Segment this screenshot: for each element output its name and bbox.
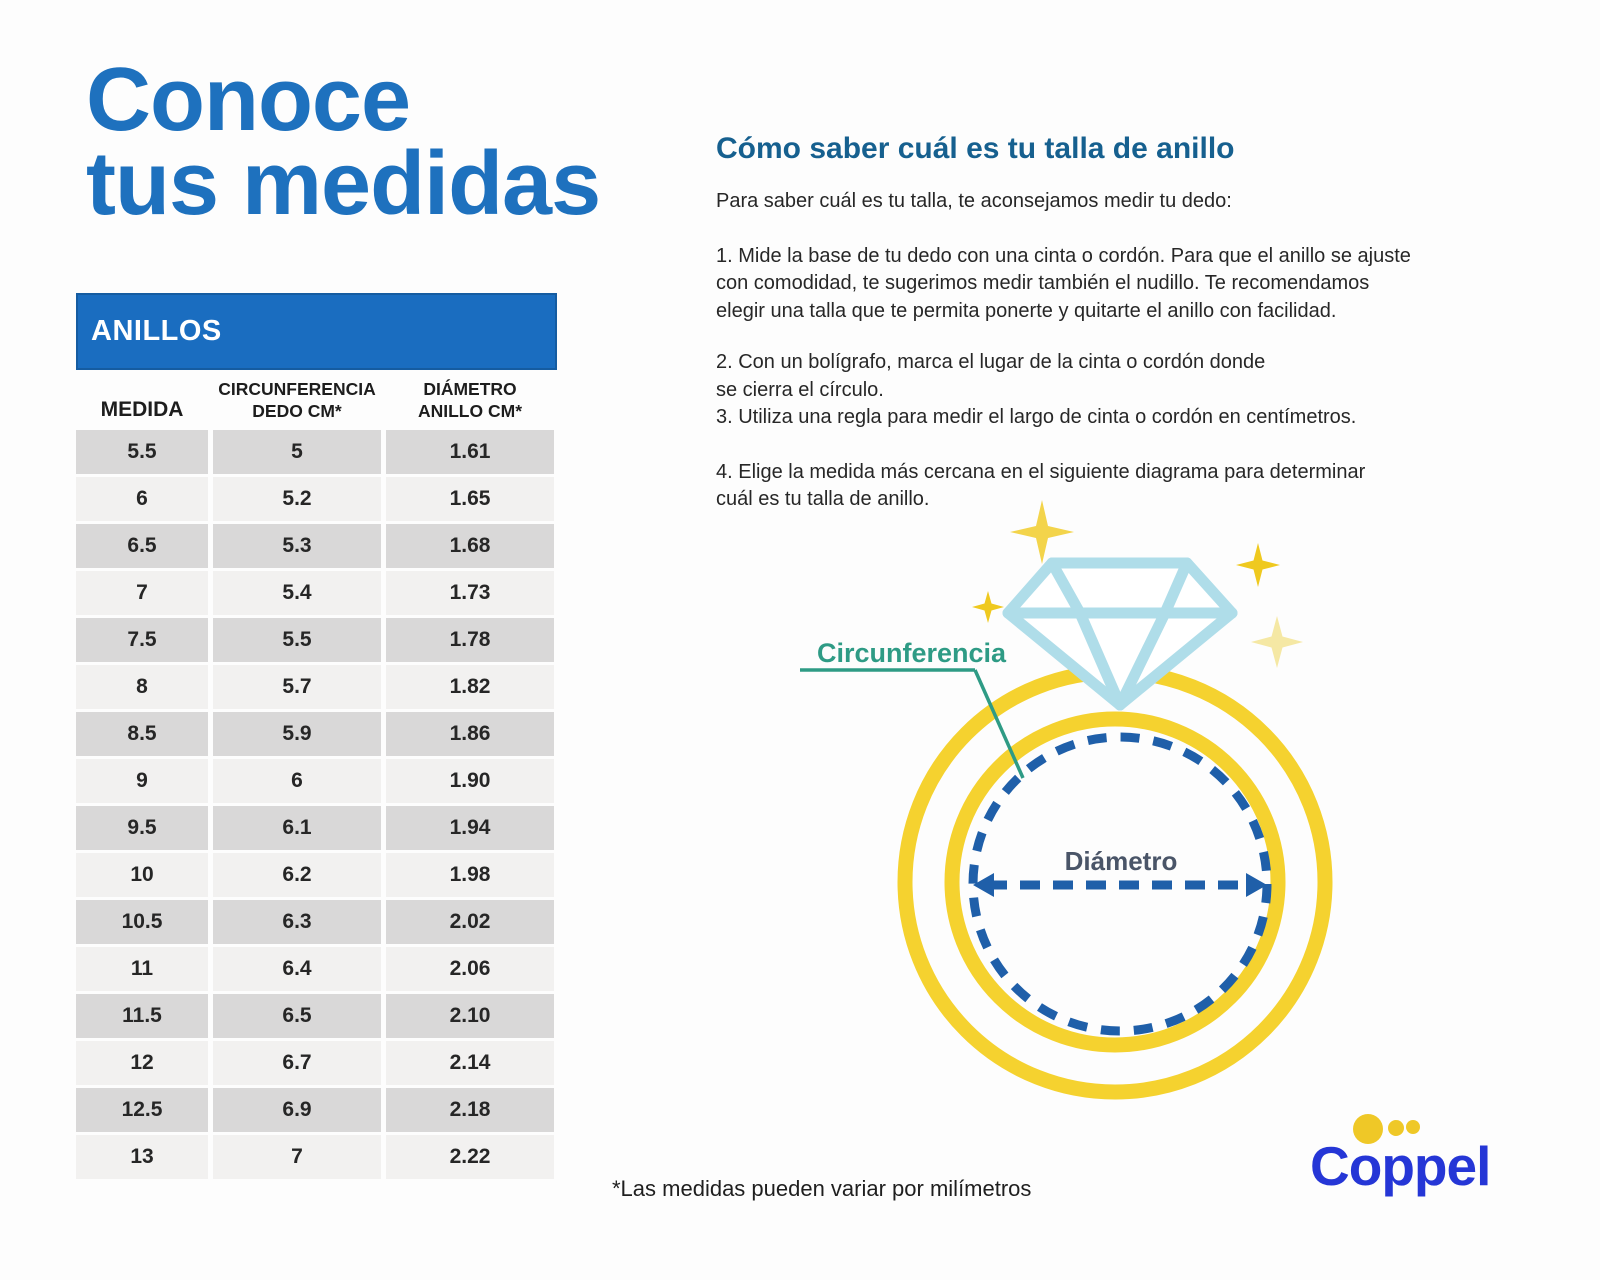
circumference-connector-line xyxy=(800,668,1025,779)
page-title-line-2: tus medidas xyxy=(86,134,601,234)
page-title-line-1: Conoce xyxy=(86,50,411,150)
ring-inner-band xyxy=(944,711,1286,1053)
table-cell: 1.98 xyxy=(386,853,554,897)
table-cell: 1.90 xyxy=(386,759,554,803)
table-cell: 2.02 xyxy=(386,900,554,944)
guide-intro: Para saber cuál es tu talla, te aconseja… xyxy=(716,190,1232,212)
table-cell: 13 xyxy=(76,1135,208,1179)
sparkle-icons xyxy=(972,500,1303,668)
table-cell: 12 xyxy=(76,1041,208,1085)
guide-step-1: 1. Mide la base de tu dedo con una cinta… xyxy=(716,244,1411,322)
table-cell: 5.5 xyxy=(213,618,381,662)
logo-dots-icon xyxy=(1353,1114,1420,1144)
sparkle-icon xyxy=(972,591,1004,623)
table-cell: 1.86 xyxy=(386,712,554,756)
table-cell: 9 xyxy=(76,759,208,803)
table-cell: 6.5 xyxy=(76,524,208,568)
ring-size-table: ANILLOS MEDIDA CIRCUNFERENCIA DEDO CM* D… xyxy=(76,293,557,1179)
table-cell: 7 xyxy=(76,571,208,615)
table-cell: 7.5 xyxy=(76,618,208,662)
table-cell: 2.18 xyxy=(386,1088,554,1132)
table-cell: 1.82 xyxy=(386,665,554,709)
table-cell: 1.68 xyxy=(386,524,554,568)
column-header-diametro: DIÁMETRO ANILLO CM* xyxy=(417,379,523,422)
coppel-logo-svg: Coppel xyxy=(1310,1114,1491,1197)
page-title: Conoce tus medidas xyxy=(86,50,601,234)
table-cell: 8 xyxy=(76,665,208,709)
table-cell: 6.1 xyxy=(213,806,381,850)
table-cell: 5.3 xyxy=(213,524,381,568)
diameter-label: Diámetro xyxy=(1065,846,1178,876)
table-title-bar: ANILLOS xyxy=(76,293,557,370)
table-cell: 6.7 xyxy=(213,1041,381,1085)
table-cell: 1.78 xyxy=(386,618,554,662)
table-cell: 1.61 xyxy=(386,430,554,474)
coppel-logo: Coppel xyxy=(1308,1095,1538,1215)
column-header-circunferencia: CIRCUNFERENCIA DEDO CM* xyxy=(218,379,376,422)
table-title: ANILLOS xyxy=(91,315,222,347)
table-cell: 8.5 xyxy=(76,712,208,756)
measurements-footnote: *Las medidas pueden variar por milímetro… xyxy=(612,1176,1032,1201)
table-cell: 10 xyxy=(76,853,208,897)
how-to-guide: Cómo saber cuál es tu talla de anillo Pa… xyxy=(716,130,1546,514)
table-cell: 6 xyxy=(213,759,381,803)
guide-step-4: 4. Elige la medida más cercana en el sig… xyxy=(716,460,1366,511)
table-cell: 11 xyxy=(76,947,208,991)
table-cell: 12.5 xyxy=(76,1088,208,1132)
table-cell: 6.9 xyxy=(213,1088,381,1132)
table-cell: 11.5 xyxy=(76,994,208,1038)
table-cell: 5.4 xyxy=(213,571,381,615)
table-cell: 10.5 xyxy=(76,900,208,944)
ring-diagram-svg: Circunferencia Diámetro xyxy=(800,500,1333,1100)
guide-step-3: 3. Utiliza una regla para medir el largo… xyxy=(716,406,1357,428)
table-cell: 9.5 xyxy=(76,806,208,850)
circumference-label: Circunferencia xyxy=(817,638,1007,668)
circumference-dashed-circle xyxy=(968,732,1272,1036)
table-cell: 6.4 xyxy=(213,947,381,991)
guide-step-2: 2. Con un bolígrafo, marca el lugar de l… xyxy=(716,351,1266,401)
table-cell: 2.22 xyxy=(386,1135,554,1179)
diamond-icon xyxy=(1002,557,1238,711)
table-cell: 5 xyxy=(213,430,381,474)
sparkle-icon xyxy=(1251,616,1303,668)
table-cell: 5.5 xyxy=(76,430,208,474)
sparkle-icon xyxy=(1236,543,1280,587)
table-cell: 6.5 xyxy=(213,994,381,1038)
table-cell: 2.14 xyxy=(386,1041,554,1085)
ring-diagram: Circunferencia Diámetro xyxy=(780,490,1350,1115)
table-cell: 1.73 xyxy=(386,571,554,615)
table-cell: 5.7 xyxy=(213,665,381,709)
table-cell: 6.3 xyxy=(213,900,381,944)
table-cell: 2.10 xyxy=(386,994,554,1038)
table-cell: 5.9 xyxy=(213,712,381,756)
sparkle-icon xyxy=(1010,500,1074,564)
logo-wordmark: Coppel xyxy=(1310,1135,1490,1197)
table-column-headers: MEDIDA CIRCUNFERENCIA DEDO CM* DIÁMETRO … xyxy=(76,370,557,430)
table-cell: 6.2 xyxy=(213,853,381,897)
table-cell: 2.06 xyxy=(386,947,554,991)
column-header-medida: MEDIDA xyxy=(100,397,184,421)
diameter-arrow xyxy=(973,873,1267,897)
guide-heading: Cómo saber cuál es tu talla de anillo xyxy=(716,132,1235,165)
table-cell: 5.2 xyxy=(213,477,381,521)
table-body: 5.5 5 1.61 6 5.2 1.65 6.5 5.3 1.68 7 5.4… xyxy=(76,430,557,1179)
table-cell: 1.65 xyxy=(386,477,554,521)
table-cell: 7 xyxy=(213,1135,381,1179)
table-cell: 1.94 xyxy=(386,806,554,850)
table-cell: 6 xyxy=(76,477,208,521)
